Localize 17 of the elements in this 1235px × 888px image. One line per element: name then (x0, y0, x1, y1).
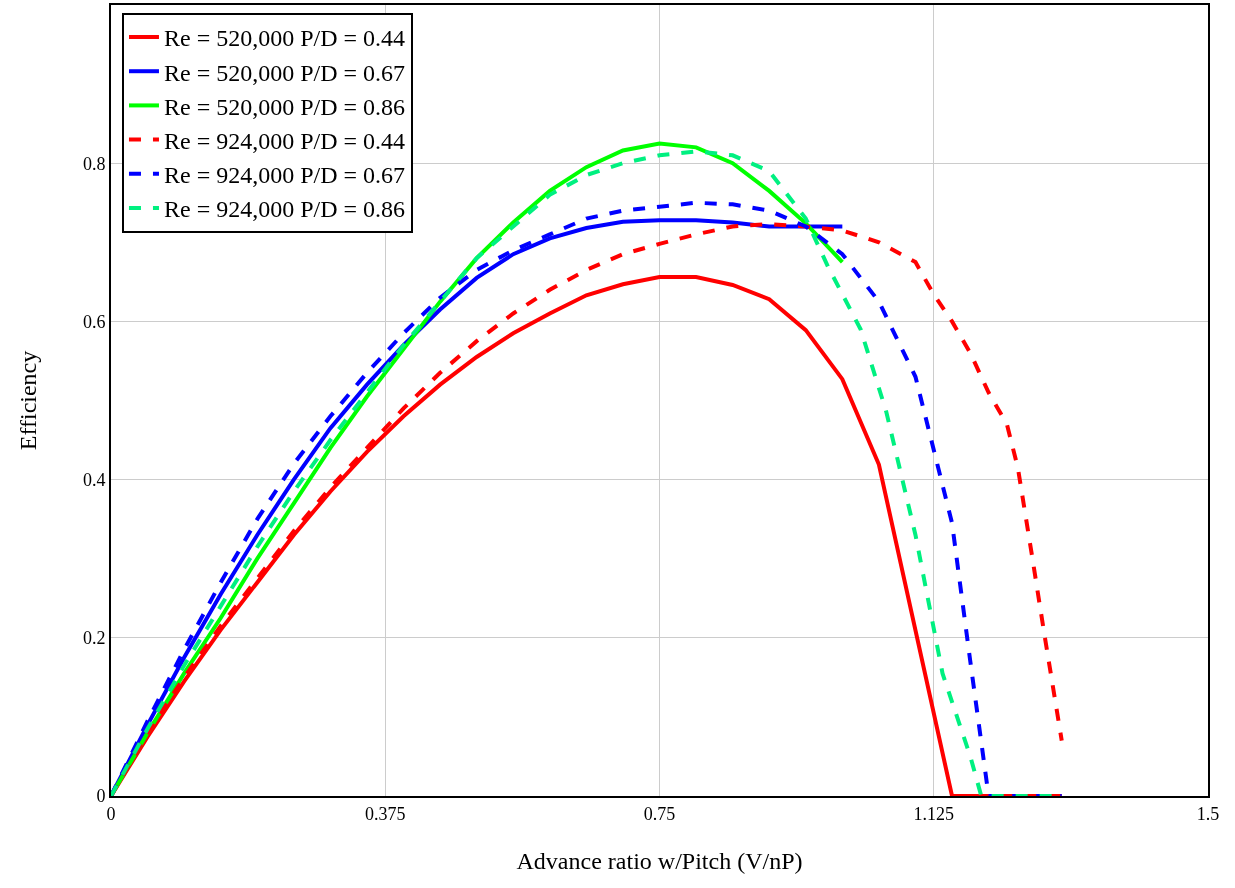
x-tick-label: 0.375 (365, 803, 406, 824)
y-tick-label: 0.8 (82, 153, 106, 174)
legend-label: Re = 924,000 P/D = 0.86 (163, 196, 406, 223)
legend-label: Re = 924,000 P/D = 0.44 (163, 127, 406, 154)
x-tick-label: 1.125 (913, 803, 954, 824)
legend-label: Re = 520,000 P/D = 0.67 (163, 59, 406, 86)
x-tick-label: 1.5 (1196, 803, 1220, 824)
y-tick-label: 0.6 (82, 311, 106, 332)
x-axis-title: Advance ratio w/Pitch (V/nP) (516, 848, 803, 875)
legend-label: Re = 520,000 P/D = 0.44 (163, 25, 406, 52)
y-axis-title: Efficiency (14, 350, 41, 451)
y-tick-label: 0 (96, 786, 106, 807)
legend-label: Re = 924,000 P/D = 0.67 (163, 162, 406, 189)
y-tick-label: 0.2 (82, 628, 106, 649)
x-tick-label: 0.75 (643, 803, 676, 824)
y-tick-label: 0.4 (82, 469, 106, 490)
legend-label: Re = 520,000 P/D = 0.86 (163, 93, 406, 120)
